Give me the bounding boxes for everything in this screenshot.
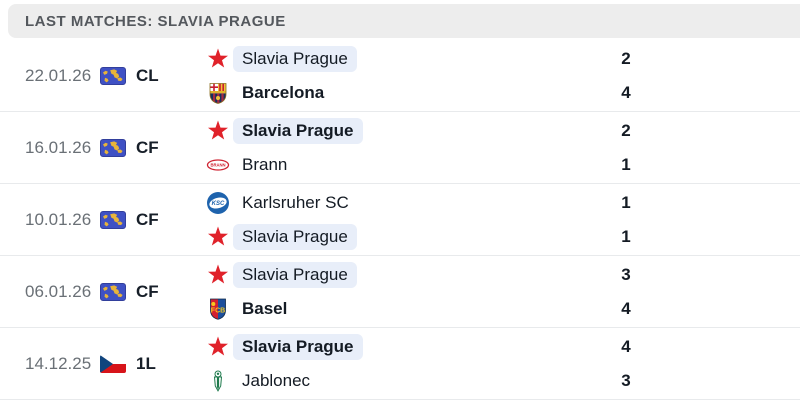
world-map-icon (100, 66, 126, 85)
svg-text:BRANN: BRANN (210, 162, 225, 167)
team-line-away: Barcelona 4 (206, 76, 656, 110)
competition-label: 1L (136, 353, 156, 373)
brann-crest-icon: BRANN (206, 153, 230, 177)
teams-block: Slavia Prague 2 BRANN Brann 1 (206, 114, 656, 182)
world-map-icon (100, 282, 126, 301)
competition: CF (100, 282, 206, 302)
competition: CL (100, 66, 206, 86)
teams-block: Slavia Prague 4 Jablonec 3 (206, 330, 656, 398)
match-row[interactable]: 14.12.25 1L Slavia Prague 4 Jablonec 3 (0, 328, 800, 400)
team-name: Slavia Prague (233, 223, 357, 250)
competition-label: CF (136, 209, 159, 229)
team-name: Slavia Prague (233, 117, 363, 144)
team-line-home: Slavia Prague 2 (206, 114, 656, 148)
team-score: 3 (621, 370, 631, 390)
team-score: 1 (621, 192, 631, 212)
team-score: 3 (621, 264, 631, 284)
match-date: 22.01.26 (25, 65, 92, 85)
competition: CF (100, 210, 206, 230)
svg-text:KSC: KSC (212, 201, 225, 207)
team-score: 4 (621, 298, 631, 318)
team-name: Barcelona (242, 82, 325, 102)
team-line-away: FCB Basel 4 (206, 292, 656, 326)
world-map-icon (100, 210, 126, 229)
team-line-home: Slavia Prague 2 (206, 42, 656, 76)
karlsruher-crest-icon: KSC (206, 191, 230, 215)
slavia-prague-crest-icon (206, 119, 230, 143)
team-score: 2 (621, 48, 631, 68)
team-score: 1 (621, 226, 631, 246)
widget-title: LAST MATCHES: SLAVIA PRAGUE (25, 12, 286, 30)
match-row[interactable]: 22.01.26 CL Slavia Prague 2 Barcelona 4 (0, 40, 800, 112)
competition: 1L (100, 354, 206, 374)
match-date: 06.01.26 (25, 281, 92, 301)
competition: CF (100, 138, 206, 158)
barcelona-crest-icon (206, 81, 230, 105)
team-name: Karlsruher SC (242, 192, 349, 212)
team-name: Brann (242, 154, 288, 174)
team-score: 4 (621, 336, 631, 356)
team-name: Jablonec (242, 370, 311, 390)
match-row[interactable]: 10.01.26 CF KSC Karlsruher SC 1 Slavia P… (0, 184, 800, 256)
match-row[interactable]: 16.01.26 CF Slavia Prague 2 BRANN Brann … (0, 112, 800, 184)
svg-text:FCB: FCB (211, 307, 225, 314)
team-score: 2 (621, 120, 631, 140)
team-line-home: Slavia Prague 3 (206, 258, 656, 292)
competition-label: CF (136, 281, 159, 301)
slavia-prague-crest-icon (206, 263, 230, 287)
slavia-prague-crest-icon (206, 47, 230, 71)
team-line-away: Slavia Prague 1 (206, 220, 656, 254)
czech-flag-icon (100, 354, 126, 373)
team-name: Basel (242, 298, 288, 318)
match-date: 16.01.26 (25, 137, 92, 157)
team-line-away: BRANN Brann 1 (206, 148, 656, 182)
team-name: Slavia Prague (233, 45, 357, 72)
jablonec-crest-icon (206, 369, 230, 393)
team-score: 4 (621, 82, 631, 102)
team-line-away: Jablonec 3 (206, 364, 656, 398)
teams-block: Slavia Prague 3 FCB Basel 4 (206, 258, 656, 326)
basel-crest-icon: FCB (206, 297, 230, 321)
slavia-prague-crest-icon (206, 335, 230, 359)
teams-block: KSC Karlsruher SC 1 Slavia Prague 1 (206, 186, 656, 254)
widget-header: LAST MATCHES: SLAVIA PRAGUE (8, 4, 800, 38)
match-list: 22.01.26 CL Slavia Prague 2 Barcelona 4 … (0, 40, 800, 400)
team-name: Slavia Prague (233, 333, 363, 360)
team-line-home: Slavia Prague 4 (206, 330, 656, 364)
team-score: 1 (621, 154, 631, 174)
teams-block: Slavia Prague 2 Barcelona 4 (206, 42, 656, 110)
match-date: 14.12.25 (25, 353, 92, 373)
match-date: 10.01.26 (25, 209, 92, 229)
match-row[interactable]: 06.01.26 CF Slavia Prague 3 FCB Basel 4 (0, 256, 800, 328)
world-map-icon (100, 138, 126, 157)
competition-label: CL (136, 65, 159, 85)
competition-label: CF (136, 137, 159, 157)
slavia-prague-crest-icon (206, 225, 230, 249)
team-line-home: KSC Karlsruher SC 1 (206, 186, 656, 220)
team-name: Slavia Prague (233, 261, 357, 288)
